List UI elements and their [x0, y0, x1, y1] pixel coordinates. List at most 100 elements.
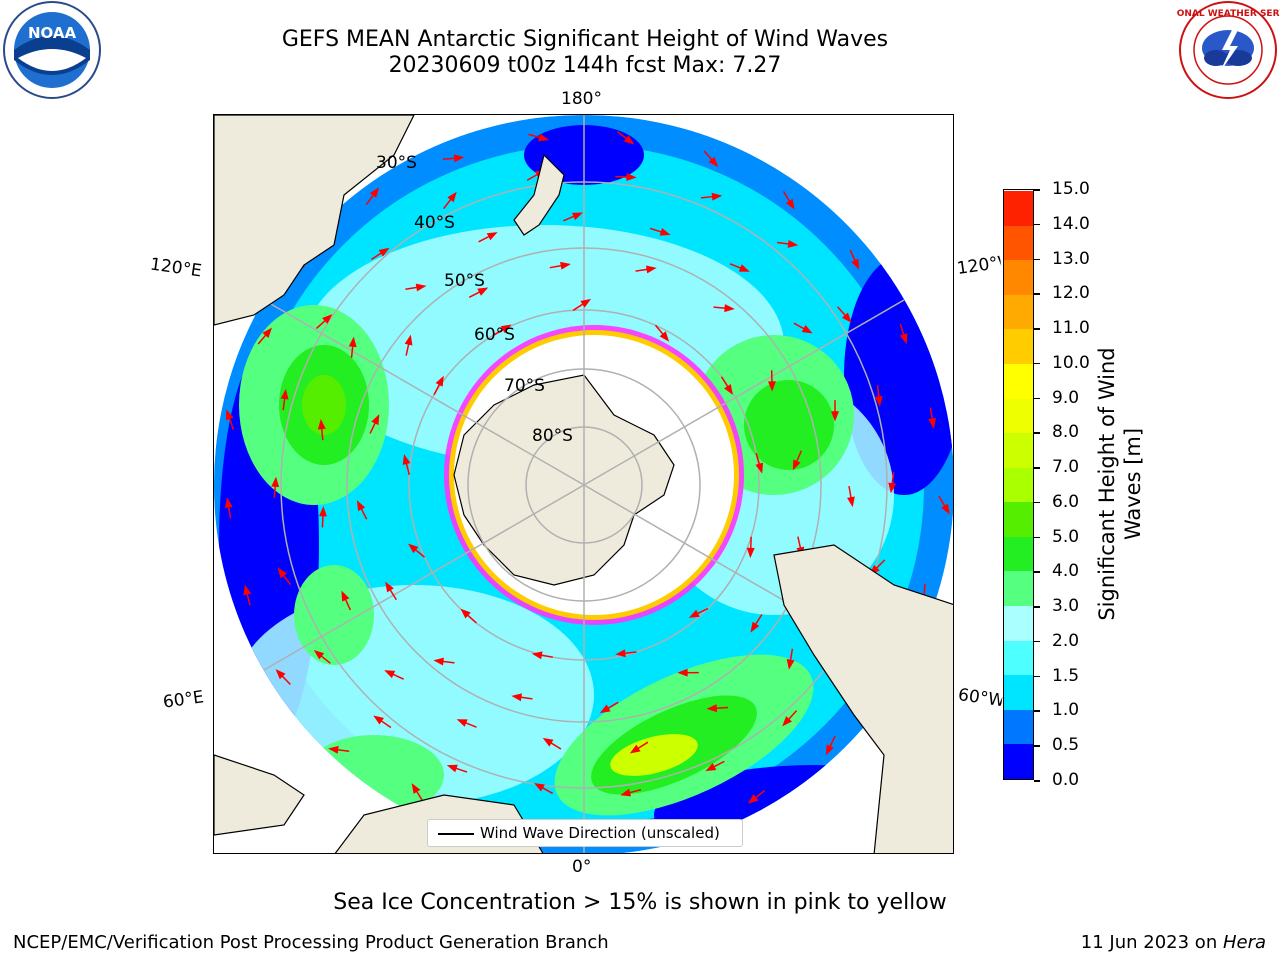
wave-arrow-head — [277, 567, 287, 579]
colorbar-segment — [1004, 640, 1033, 676]
wave-arrow-head — [724, 304, 735, 313]
wave-arrow-head — [477, 287, 489, 296]
wave-arrow-head — [275, 669, 286, 680]
wave-arrow-head — [724, 384, 733, 395]
colorbar-segment — [1004, 605, 1033, 641]
wave-arrow-head — [322, 314, 333, 324]
wave-arrow-head — [453, 154, 465, 163]
colorbar-tick-label: 15.0 — [1052, 179, 1090, 199]
noaa-logo-text: NOAA — [28, 24, 77, 42]
colorbar-tick — [1034, 432, 1040, 434]
wave-arrow-head — [542, 737, 554, 747]
colorbar-tick — [1034, 780, 1040, 782]
wave-arrow-head — [225, 409, 234, 421]
polar-map — [214, 115, 953, 853]
footer-branch: NCEP/EMC/Verification Post Processing Pr… — [13, 932, 609, 953]
wave-arrow-head — [599, 704, 611, 714]
map-legend: Wind Wave Direction (unscaled) — [427, 819, 743, 847]
wave-arrow-head — [847, 496, 855, 508]
wave-arrow-head — [899, 333, 908, 345]
colorbar-tick-label: 3.0 — [1052, 596, 1080, 617]
colorbar-segment — [1004, 432, 1033, 468]
colorbar-tick — [1034, 258, 1040, 261]
footer-date-text: 11 Jun 2023 on — [1080, 932, 1223, 953]
colorbar-segment — [1004, 259, 1033, 295]
colorbar-tick-label: 0.0 — [1052, 770, 1080, 790]
wave-arrow-head — [243, 584, 252, 596]
wave-arrow-head — [572, 212, 583, 221]
wave-arrow-head — [369, 187, 380, 198]
wave-arrow-head — [533, 783, 545, 792]
wave-field — [214, 115, 953, 853]
colorbar-tick — [1034, 675, 1040, 678]
lon-label-180: 180° — [561, 89, 602, 109]
colorbar-tick-label: 5.0 — [1052, 526, 1080, 547]
wave-arrow-head — [435, 375, 444, 387]
wave-arrow-head — [531, 651, 543, 660]
wave-arrow-head — [659, 331, 670, 342]
colorbar-segment — [1004, 467, 1033, 503]
legend-label: Wind Wave Direction (unscaled) — [480, 824, 720, 842]
wave-arrow-head — [825, 744, 834, 756]
colorbar-tick — [1034, 710, 1040, 712]
wave-arrow-head — [645, 265, 657, 274]
wave-arrow-head — [538, 133, 550, 142]
wave-arrow-head — [411, 783, 421, 794]
colorbar-tick — [1034, 189, 1040, 191]
wave-arrow-head — [378, 247, 390, 257]
colorbar-tick-label: 11.0 — [1052, 318, 1090, 339]
wave-arrow-head — [801, 325, 813, 334]
lat-label-30s: 30°S — [376, 153, 417, 173]
colorbar-segment — [1004, 536, 1033, 572]
lat-label-40s: 40°S — [414, 213, 455, 233]
wave-arrow-head — [623, 135, 635, 145]
antarctica — [453, 374, 675, 586]
wave-arrow-head — [738, 264, 750, 272]
wave-arrow-head — [941, 503, 950, 515]
colorbar-tick — [1034, 571, 1040, 573]
colorbar-segment — [1004, 190, 1033, 226]
wave-arrow-head — [841, 312, 852, 323]
lon-label-120w: 120°W — [955, 253, 1003, 279]
wave-arrow-head — [626, 173, 637, 182]
wave-arrow-head — [224, 497, 233, 509]
wave-arrow-head — [786, 659, 795, 670]
map-frame: 30°S 40°S 50°S 60°S 70°S 80°S Wind Wave … — [213, 114, 954, 854]
lat-label-80s: 80°S — [532, 426, 573, 446]
nws-logo: NATIONAL WEATHER SERVICE — [1176, 1, 1280, 99]
colorbar-tick-label: 0.5 — [1052, 735, 1080, 756]
colorbar-tick — [1034, 467, 1040, 469]
colorbar-tick-label: 9.0 — [1052, 387, 1080, 408]
colorbar-tick-label: 12.0 — [1052, 283, 1090, 304]
colorbar-tick-label: 7.0 — [1052, 457, 1080, 478]
wave-arrow-head — [746, 547, 755, 559]
wave-arrow-head — [620, 788, 632, 797]
wave-arrow-head — [750, 621, 760, 633]
colorbar-tick-label: 8.0 — [1052, 422, 1080, 443]
lat-label-50s: 50°S — [444, 271, 485, 291]
wave-arrow-head — [677, 668, 688, 677]
wave-arrow-head — [888, 482, 897, 494]
wave-arrow-head — [831, 411, 839, 422]
lat-label-60s: 60°S — [474, 325, 515, 345]
wave-arrow-head — [659, 228, 671, 236]
wave-arrow-head — [705, 762, 717, 772]
wave-arrow-head — [785, 198, 795, 210]
colorbar-tick-label: 2.0 — [1052, 630, 1080, 651]
colorbar-tick — [1034, 328, 1040, 330]
wave-arrow-head — [280, 388, 289, 400]
wave-arrow-head — [782, 716, 792, 727]
wave-arrow-head — [407, 543, 419, 554]
wave-arrow-head — [560, 261, 571, 270]
wave-arrow-head — [446, 764, 458, 773]
footer-machine: Hera — [1222, 932, 1266, 953]
colorbar-segment — [1004, 398, 1033, 434]
legend-line-swatch — [438, 833, 474, 835]
lon-label-60e: 60°E — [161, 687, 206, 713]
wave-arrow-head — [747, 794, 759, 804]
wave-arrow-head — [580, 298, 592, 308]
wave-arrow-head — [874, 396, 883, 407]
colorbar-tick — [1034, 536, 1040, 539]
coastlines — [214, 115, 953, 853]
wave-arrow-head — [711, 192, 723, 201]
